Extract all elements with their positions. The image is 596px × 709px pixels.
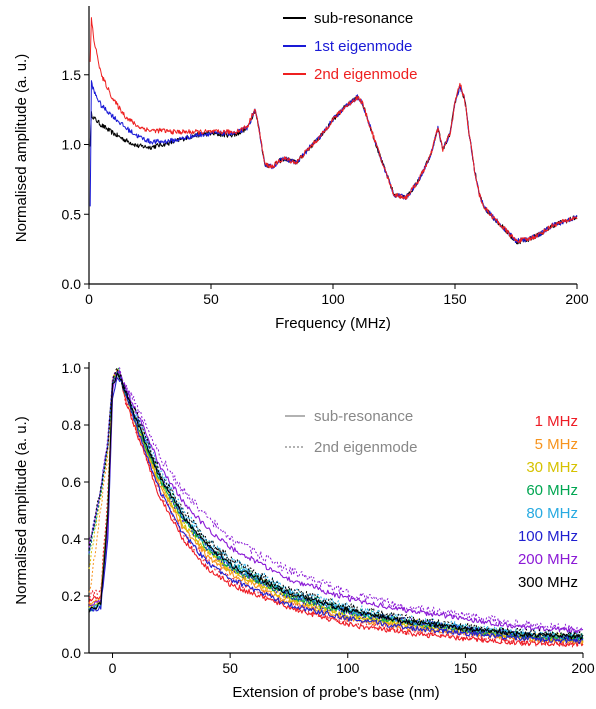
series-60-mhz-2nd-eigenmode-line (88, 367, 584, 642)
x-tick-label: 50 (203, 291, 219, 307)
y-axis-label: Normalised amplitude (a. u.) (13, 416, 30, 604)
series-30-mhz-sub-resonance-line (88, 370, 584, 642)
y-tick-label: 0.0 (62, 276, 82, 292)
x-tick-label: 150 (443, 291, 467, 307)
legend-label-sub-resonance: sub-resonance (314, 408, 413, 425)
y-tick-label: 0.4 (62, 531, 82, 547)
legend-label-2nd-eigenmode: 2nd eigenmode (314, 66, 417, 83)
series-200-mhz-sub-resonance-line (88, 371, 584, 634)
legend-label-300-mhz: 300 MHz (518, 574, 578, 591)
series-80-mhz-2nd-eigenmode-line (88, 369, 584, 640)
series-100-mhz-2nd-eigenmode-line (88, 370, 584, 643)
series-300-mhz-sub-resonance-line (88, 372, 584, 641)
x-tick-label: 200 (565, 291, 589, 307)
legend-label-60-mhz: 60 MHz (526, 482, 578, 499)
y-tick-label: 0.0 (62, 645, 82, 661)
series-1-mhz-sub-resonance-line (88, 369, 584, 647)
x-tick-label: 0 (85, 291, 93, 307)
series-1st-eigenmode-line (89, 80, 577, 243)
legend-label-sub-resonance: sub-resonance (314, 10, 413, 27)
legend-label-80-mhz: 80 MHz (526, 505, 578, 522)
x-tick-label: 50 (222, 660, 238, 676)
chart-frequency-response: 0 50 100 150 200 0.0 0.5 1.0 1.5 Frequency (MHz) N… (13, 6, 589, 332)
series-sub-resonance-line (89, 86, 578, 245)
series-2nd-eigenmode-line (89, 17, 578, 244)
legend-label-200-mhz: 200 MHz (518, 551, 578, 568)
legend-label-5-mhz: 5 MHz (535, 436, 578, 453)
legend-label-2nd-eigenmode: 2nd eigenmode (314, 439, 417, 456)
chart-extension-response: 0 50 100 150 200 0.0 0.2 0.4 0.6 0.8 1.0 Extension … (13, 360, 595, 701)
x-tick-label: 150 (454, 660, 478, 676)
y-tick-label: 0.6 (62, 474, 82, 490)
x-tick-label: 200 (571, 660, 595, 676)
legend-label-100-mhz: 100 MHz (518, 528, 578, 545)
y-tick-label: 1.5 (62, 67, 82, 83)
y-tick-label: 1.0 (62, 360, 82, 376)
y-axis-label: Normalised amplitude (a. u.) (13, 54, 30, 242)
y-tick-label: 1.0 (62, 137, 82, 153)
series-30-mhz-2nd-eigenmode-line (88, 373, 584, 643)
x-axis-label: Extension of probe's base (nm) (232, 684, 439, 701)
y-tick-label: 0.8 (62, 417, 82, 433)
series-100-mhz-sub-resonance-line (88, 377, 584, 645)
x-tick-label: 100 (336, 660, 360, 676)
legend-label-1-mhz: 1 MHz (535, 413, 578, 430)
x-axis-label: Frequency (MHz) (275, 315, 391, 332)
x-tick-label: 100 (321, 291, 345, 307)
y-tick-label: 0.2 (62, 588, 82, 604)
legend-label-1st-eigenmode: 1st eigenmode (314, 38, 412, 55)
x-tick-label: 0 (109, 660, 117, 676)
y-tick-label: 0.5 (62, 206, 82, 222)
legend-label-30-mhz: 30 MHz (526, 459, 578, 476)
